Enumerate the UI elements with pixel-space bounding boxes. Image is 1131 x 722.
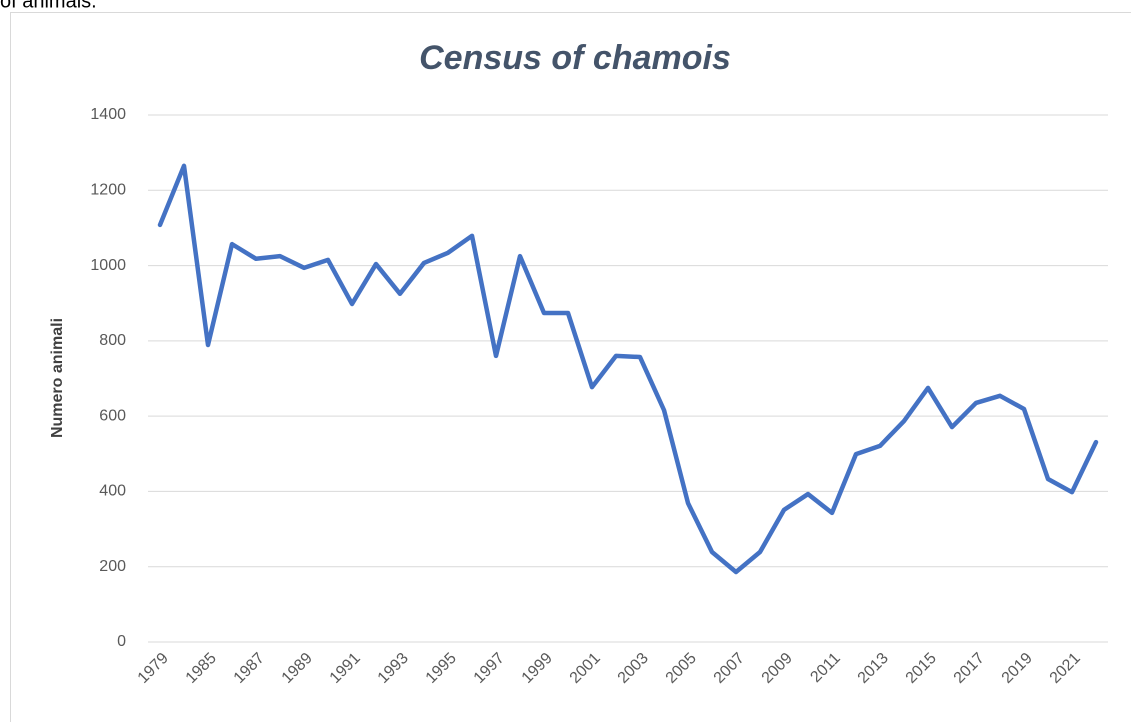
chart-border (10, 12, 1131, 722)
x-tick-label: 2009 (759, 650, 796, 687)
x-tick-label: 1995 (423, 650, 460, 687)
x-tick-label: 1989 (279, 650, 316, 687)
y-tick-label: 0 (117, 633, 126, 650)
x-tick-label: 2003 (615, 650, 652, 687)
y-tick-label: 800 (99, 332, 126, 349)
chart-title: Census of chamois (419, 39, 731, 77)
x-tick-label: 1991 (327, 650, 364, 687)
y-axis-label: Numero animali (49, 318, 66, 438)
x-tick-label: 2017 (951, 650, 988, 687)
x-tick-label: 2005 (663, 650, 700, 687)
y-tick-label: 400 (99, 483, 126, 500)
x-tick-label: 2015 (903, 650, 940, 687)
y-tick-label: 1000 (90, 257, 126, 274)
x-tick-label: 2011 (807, 650, 843, 686)
y-tick-label: 600 (99, 407, 126, 424)
y-tick-label: 1400 (90, 106, 126, 123)
x-tick-label: 2013 (855, 650, 892, 687)
x-tick-label: 2001 (567, 650, 604, 687)
caption: of animals. (0, 0, 97, 12)
x-tick-label: 1987 (231, 650, 268, 687)
y-tick-label: 1200 (90, 182, 126, 199)
x-tick-label: 1979 (135, 650, 172, 687)
x-tick-label: 1997 (471, 650, 508, 687)
line-series (157, 163, 1099, 575)
x-tick-label: 2019 (999, 650, 1036, 687)
y-tick-label: 200 (99, 558, 126, 575)
x-tick-label: 2007 (711, 650, 748, 687)
x-tick-label: 1999 (519, 650, 556, 687)
x-tick-label: 1993 (375, 650, 412, 687)
x-tick-label: 2021 (1047, 650, 1084, 687)
x-tick-label: 1985 (183, 650, 220, 687)
